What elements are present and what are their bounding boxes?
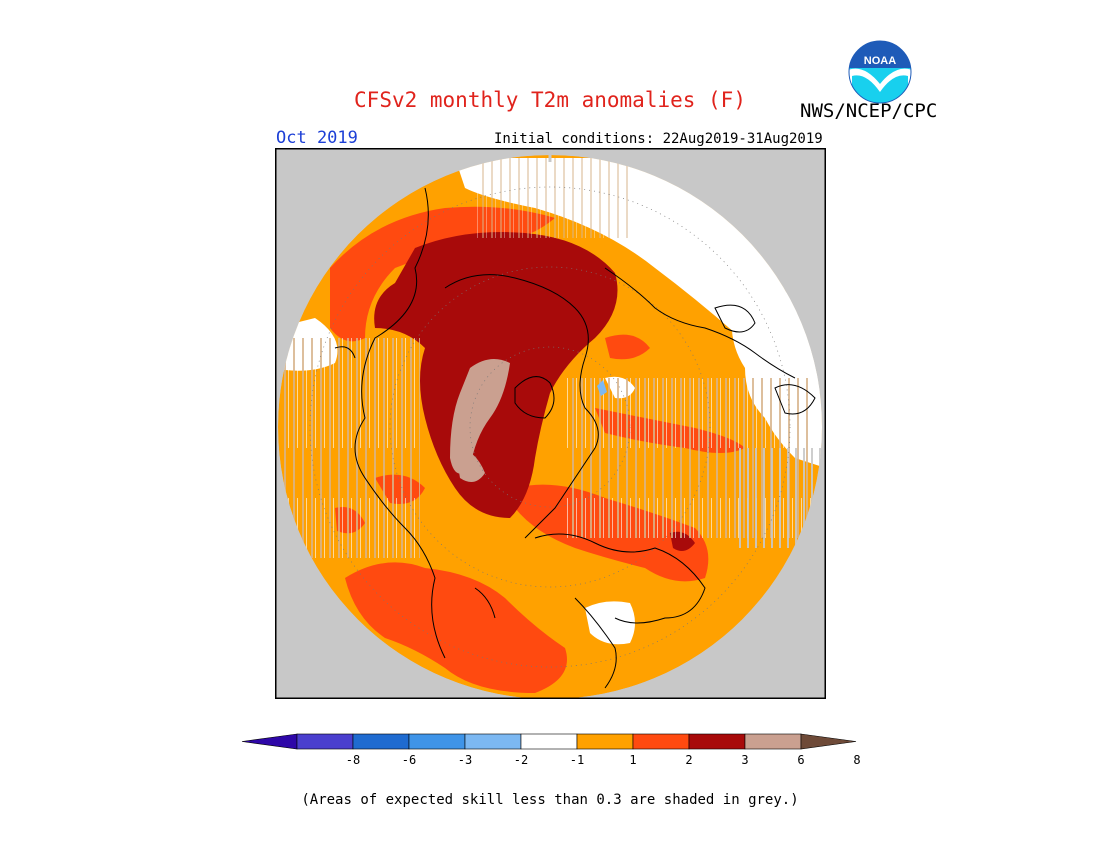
colorbar-segment [632, 733, 690, 750]
polar-globe [278, 155, 822, 699]
colorbar-tick-label: -8 [346, 753, 360, 767]
colorbar-arrow-high [800, 733, 857, 750]
colorbar-segment [352, 733, 410, 750]
initial-conditions: Initial conditions: 22Aug2019-31Aug2019 [494, 131, 823, 147]
colorbar-tick-label: -6 [402, 753, 416, 767]
colorbar-tick-label: 2 [685, 753, 692, 767]
agency-label: NWS/NCEP/CPC [800, 100, 938, 122]
colorbar-segment [296, 733, 354, 750]
colorbar-tick-label: 8 [853, 753, 860, 767]
colorbar-segment [520, 733, 578, 750]
forecast-month: Oct 2019 [276, 128, 358, 148]
skill-footnote: (Areas of expected skill less than 0.3 a… [301, 792, 799, 808]
colorbar-segment [408, 733, 466, 750]
colorbar-tick-label: 3 [741, 753, 748, 767]
colorbar-tick-label: -1 [570, 753, 584, 767]
colorbar-tick-label: -3 [458, 753, 472, 767]
noaa-logo: NOAA [848, 40, 912, 104]
map-frame [275, 148, 826, 699]
colorbar-segment [576, 733, 634, 750]
colorbar: -8 -6 -3 -2 -1 1 2 3 6 8 [241, 733, 861, 767]
colorbar-segment [464, 733, 522, 750]
colorbar-tick-label: -2 [514, 753, 528, 767]
colorbar-segment [744, 733, 802, 750]
colorbar-tick-label: 1 [629, 753, 636, 767]
logo-text: NOAA [864, 55, 896, 67]
map-title: CFSv2 monthly T2m anomalies (F) [354, 88, 746, 112]
anomaly-map [275, 148, 826, 699]
colorbar-arrow-low [241, 733, 298, 750]
colorbar-tick-label: 6 [797, 753, 804, 767]
colorbar-segment [688, 733, 746, 750]
